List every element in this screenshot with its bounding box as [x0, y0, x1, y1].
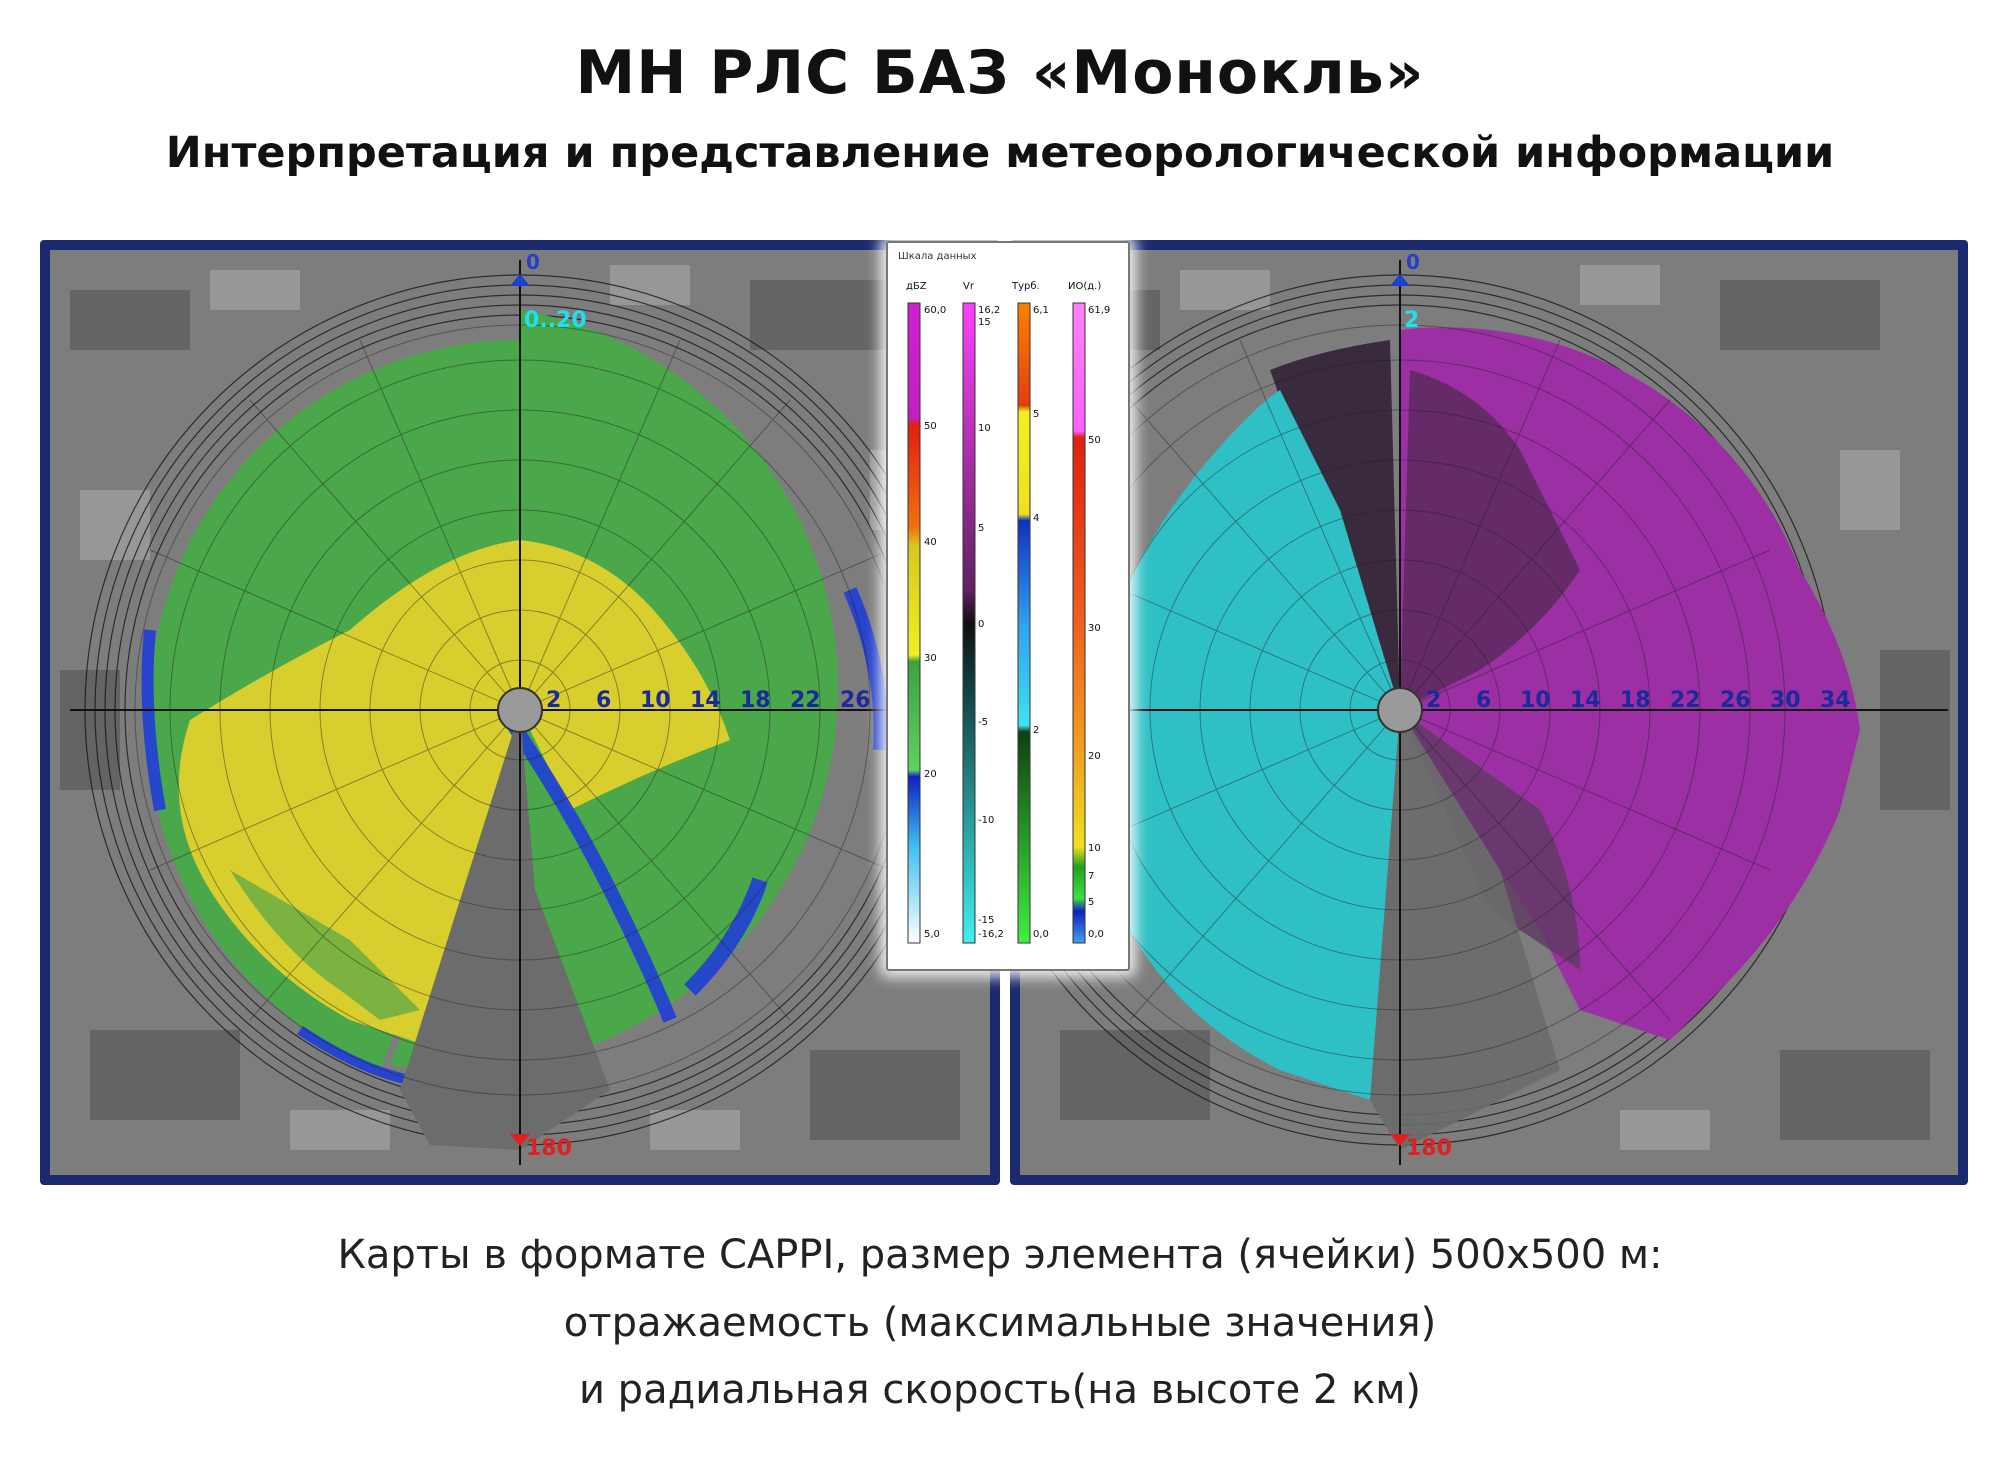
- scale-tick: -5: [978, 717, 988, 728]
- elevation-label: 0..20: [524, 308, 587, 333]
- caption-line-1: Карты в формате CAPPI, размер элемента (…: [337, 1232, 1663, 1278]
- range-label: 14: [690, 688, 721, 713]
- data-scale-bars: [907, 302, 1086, 944]
- scale-max-dbz: 60,0: [924, 305, 947, 316]
- scale-tick: 50: [924, 421, 937, 432]
- range-label: 30: [1770, 688, 1801, 713]
- range-label: 18: [1620, 688, 1651, 713]
- range-label: 2: [546, 688, 562, 713]
- scale-max2-vr: 15: [978, 317, 991, 328]
- range-label: 14: [1570, 688, 1601, 713]
- page-title: МН РЛС БАЗ «Монокль»: [575, 38, 1425, 108]
- scale-tick: 20: [1088, 751, 1101, 762]
- column-header-turb: Турб.: [1012, 281, 1040, 292]
- scale-min-vr: -16,2: [978, 929, 1004, 940]
- caption-line-2: отражаемость (максимальные значения): [563, 1300, 1437, 1346]
- page-subtitle: Интерпретация и представление метеоролог…: [165, 128, 1835, 178]
- scale-tick: 50: [1088, 435, 1101, 446]
- scale-tick: 0: [978, 619, 985, 630]
- scale-tick: 30: [1088, 623, 1101, 634]
- range-label: 22: [1670, 688, 1701, 713]
- scale-tick: 5: [1033, 409, 1040, 420]
- scale-tick: 2: [1033, 725, 1040, 736]
- scale-tick: 40: [924, 537, 937, 548]
- range-label: 18: [740, 688, 771, 713]
- reflectivity-map-panel: 0 0..20 180 2 6 10 14 18 22 26: [40, 240, 1000, 1185]
- data-scale-legend: Шкала данных дБZ Vr Турб. ИО(д.) 60,0 50…: [886, 241, 1130, 971]
- range-label: 26: [840, 688, 871, 713]
- azimuth-top-label: 0: [526, 250, 540, 274]
- column-header-io: ИО(д.): [1068, 281, 1102, 292]
- caption-line-3: и радиальная скорость(на высоте 2 км): [578, 1367, 1422, 1413]
- range-label: 26: [1720, 688, 1751, 713]
- scale-tick: 5: [1088, 897, 1095, 908]
- scale-max-io: 61,9: [1088, 305, 1111, 316]
- scale-max-vr: 16,2: [978, 305, 1001, 316]
- reflectivity-radar-image: [50, 250, 990, 1175]
- data-scale-title: Шкала данных: [898, 251, 977, 262]
- scale-tick: 10: [978, 423, 991, 434]
- velocity-map-panel: 0 2 180 2 6 10 14 18 22 26 30 34: [1010, 240, 1968, 1185]
- scale-tick: -10: [978, 815, 995, 826]
- range-label: 10: [1520, 688, 1551, 713]
- range-label: 34: [1820, 688, 1851, 713]
- scale-tick: 30: [924, 653, 937, 664]
- azimuth-top-label: 0: [1406, 250, 1420, 274]
- range-label: 2: [1426, 688, 1442, 713]
- scale-tick: 4: [1033, 513, 1040, 524]
- scale-min2-vr: -15: [978, 915, 995, 926]
- azimuth-bottom-label: 180: [1406, 1136, 1452, 1161]
- velocity-radar-image: [1020, 250, 1958, 1175]
- scale-tick: 7: [1088, 871, 1095, 882]
- scale-min-dbz: 5,0: [924, 929, 940, 940]
- scale-max-turb: 6,1: [1033, 305, 1049, 316]
- range-label: 6: [596, 688, 612, 713]
- column-header-vr: Vr: [963, 281, 974, 292]
- range-label: 22: [790, 688, 821, 713]
- elevation-label: 2: [1404, 308, 1420, 333]
- scale-tick: 10: [1088, 843, 1101, 854]
- column-header-dbz: дБZ: [906, 281, 927, 292]
- azimuth-bottom-label: 180: [526, 1136, 572, 1161]
- range-label: 6: [1476, 688, 1492, 713]
- scale-tick: 5: [978, 523, 985, 534]
- scale-min-io: 0,0: [1088, 929, 1104, 940]
- scale-min-turb: 0,0: [1033, 929, 1049, 940]
- range-label: 10: [640, 688, 671, 713]
- scale-tick: 20: [924, 769, 937, 780]
